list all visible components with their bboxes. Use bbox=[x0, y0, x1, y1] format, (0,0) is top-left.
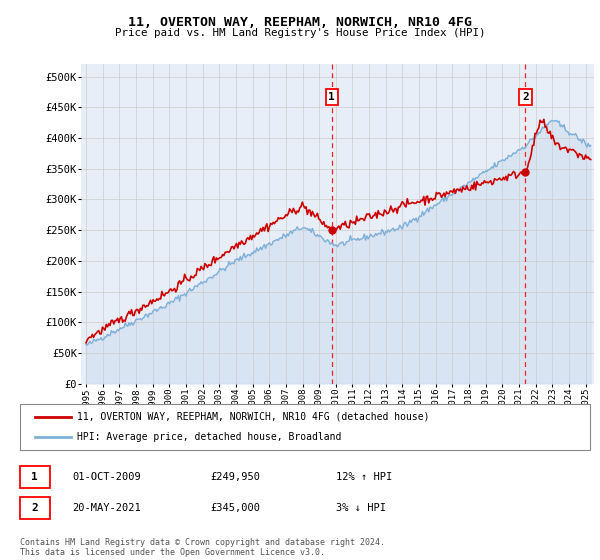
Text: 2: 2 bbox=[522, 92, 529, 102]
Text: 20-MAY-2021: 20-MAY-2021 bbox=[72, 503, 141, 513]
Text: 2: 2 bbox=[31, 503, 38, 513]
Text: 1: 1 bbox=[328, 92, 335, 102]
Text: 11, OVERTON WAY, REEPHAM, NORWICH, NR10 4FG (detached house): 11, OVERTON WAY, REEPHAM, NORWICH, NR10 … bbox=[77, 412, 430, 422]
Text: £249,950: £249,950 bbox=[210, 472, 260, 482]
Text: HPI: Average price, detached house, Broadland: HPI: Average price, detached house, Broa… bbox=[77, 432, 341, 442]
Text: 11, OVERTON WAY, REEPHAM, NORWICH, NR10 4FG: 11, OVERTON WAY, REEPHAM, NORWICH, NR10 … bbox=[128, 16, 472, 29]
Text: Contains HM Land Registry data © Crown copyright and database right 2024.
This d: Contains HM Land Registry data © Crown c… bbox=[20, 538, 385, 557]
Text: Price paid vs. HM Land Registry's House Price Index (HPI): Price paid vs. HM Land Registry's House … bbox=[115, 28, 485, 38]
Text: £345,000: £345,000 bbox=[210, 503, 260, 513]
Text: 3% ↓ HPI: 3% ↓ HPI bbox=[336, 503, 386, 513]
Text: 01-OCT-2009: 01-OCT-2009 bbox=[72, 472, 141, 482]
Text: 1: 1 bbox=[31, 472, 38, 482]
Text: 12% ↑ HPI: 12% ↑ HPI bbox=[336, 472, 392, 482]
